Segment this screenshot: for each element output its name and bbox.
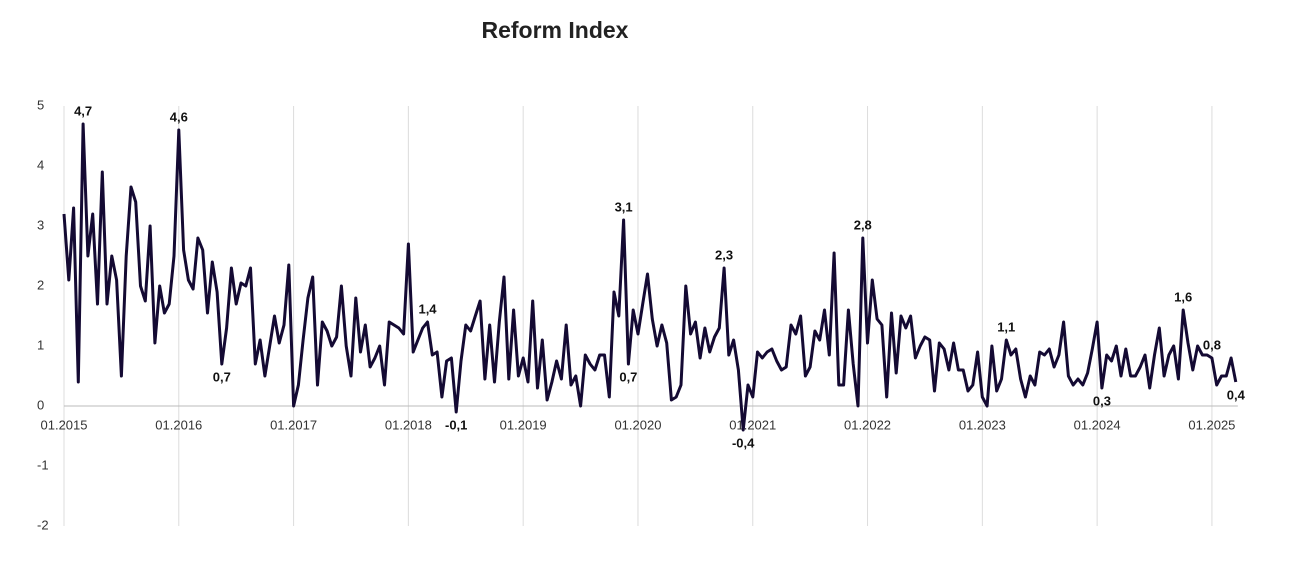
x-tick-label: 01.2017 <box>270 417 317 432</box>
x-tick-label: 01.2020 <box>614 417 661 432</box>
data-label: 2,3 <box>715 247 733 262</box>
data-label: 0,3 <box>1093 393 1111 408</box>
x-tick-label: 01.2025 <box>1188 417 1235 432</box>
y-tick-label: -1 <box>37 457 49 472</box>
y-tick-label: -2 <box>37 517 49 532</box>
data-label: 4,7 <box>74 103 92 118</box>
x-tick-label: 01.2022 <box>844 417 891 432</box>
data-label: 0,8 <box>1203 337 1221 352</box>
y-tick-label: 0 <box>37 397 44 412</box>
data-label: -0,4 <box>732 435 755 450</box>
data-label: -0,1 <box>445 417 467 432</box>
data-label: 1,6 <box>1174 289 1192 304</box>
data-label: 0,4 <box>1227 387 1246 402</box>
x-tick-label: 01.2018 <box>385 417 432 432</box>
y-tick-label: 1 <box>37 337 44 352</box>
x-tick-label: 01.2016 <box>155 417 202 432</box>
data-label: 1,4 <box>418 301 437 316</box>
y-tick-label: 3 <box>37 217 44 232</box>
x-tick-label: 01.2021 <box>729 417 776 432</box>
x-tick-label: 01.2024 <box>1074 417 1121 432</box>
series-line <box>62 122 1238 432</box>
chart-title: Reform Index <box>482 17 629 43</box>
y-tick-label: 4 <box>37 157 44 172</box>
y-tick-label: 5 <box>37 97 44 112</box>
x-tick-label: 01.2023 <box>959 417 1006 432</box>
data-label: 0,7 <box>619 369 637 384</box>
data-label: 2,8 <box>854 217 872 232</box>
data-label: 0,7 <box>213 369 231 384</box>
data-label: 3,1 <box>615 199 633 214</box>
x-tick-label: 01.2015 <box>41 417 88 432</box>
x-tick-label: 01.2019 <box>500 417 547 432</box>
y-tick-label: 2 <box>37 277 44 292</box>
data-label: 4,6 <box>170 109 188 124</box>
data-label: 1,1 <box>997 319 1015 334</box>
